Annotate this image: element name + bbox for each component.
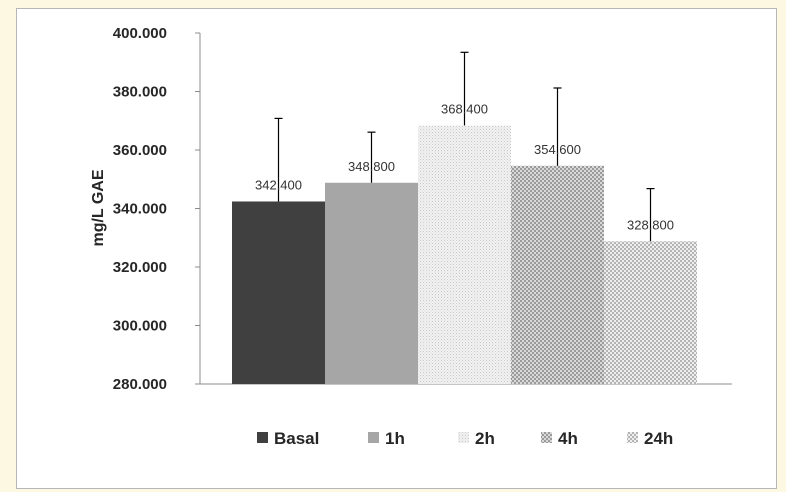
bar-4h — [511, 165, 604, 384]
y-tick-label: 340.000 — [113, 201, 167, 218]
y-tick-label: 300.000 — [113, 318, 167, 335]
bar-24h — [604, 241, 697, 384]
data-label-4h: 354.600 — [534, 142, 581, 157]
legend-swatch-2h — [458, 432, 469, 443]
legend-label-2h: 2h — [475, 429, 495, 448]
y-tick-label: 320.000 — [113, 259, 167, 276]
y-axis-title: mg/L GAE — [90, 169, 107, 246]
legend-label-24h: 24h — [644, 429, 673, 448]
legend-swatch-basal — [257, 432, 268, 443]
legend-label-1h: 1h — [385, 429, 405, 448]
legend-swatch-1h — [368, 432, 379, 443]
y-tick-label: 400.000 — [113, 25, 167, 42]
bar-2h — [418, 125, 511, 385]
legend-label-4h: 4h — [558, 429, 578, 448]
data-label-2h: 368.400 — [441, 101, 488, 116]
bar-basal — [232, 201, 325, 384]
y-tick-label: 360.000 — [113, 142, 167, 159]
legend-swatch-24h — [627, 432, 638, 443]
y-tick-label: 280.000 — [113, 376, 167, 393]
data-label-1h: 348.800 — [348, 159, 395, 174]
data-label-24h: 328.800 — [627, 217, 674, 232]
legend-label-basal: Basal — [274, 429, 319, 448]
legend-swatch-4h — [541, 432, 552, 443]
bar-1h — [325, 182, 418, 384]
y-tick-label: 380.000 — [113, 84, 167, 101]
data-label-basal: 342.400 — [255, 177, 302, 192]
